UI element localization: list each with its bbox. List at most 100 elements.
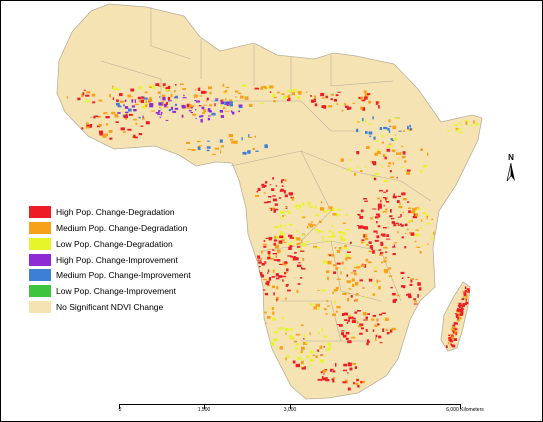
ndvi-patch — [201, 106, 205, 110]
ndvi-patch — [234, 140, 238, 144]
ndvi-patch — [329, 369, 333, 372]
ndvi-patch — [131, 99, 134, 103]
ndvi-patch — [379, 342, 383, 344]
ndvi-patch — [264, 145, 268, 149]
ndvi-patch — [314, 229, 319, 231]
ndvi-patch — [174, 89, 176, 93]
ndvi-patch — [383, 259, 387, 263]
ndvi-patch — [281, 185, 284, 187]
ndvi-patch — [99, 133, 104, 136]
ndvi-patch — [306, 91, 308, 93]
ndvi-patch — [332, 213, 337, 216]
ndvi-patch — [85, 126, 90, 129]
ndvi-patch — [360, 264, 365, 267]
ndvi-patch — [351, 278, 355, 282]
ndvi-patch — [386, 148, 391, 152]
ndvi-patch — [288, 242, 292, 246]
ndvi-patch — [301, 360, 304, 365]
ndvi-patch — [327, 342, 331, 346]
ndvi-patch — [364, 264, 367, 268]
ndvi-patch — [366, 342, 369, 346]
ndvi-patch — [272, 195, 276, 197]
ndvi-patch — [383, 179, 388, 183]
ndvi-patch — [340, 271, 342, 275]
ndvi-patch — [453, 338, 457, 341]
ndvi-patch — [321, 328, 323, 332]
ndvi-patch — [197, 87, 201, 91]
ndvi-patch — [221, 99, 225, 101]
ndvi-patch — [266, 282, 270, 286]
ndvi-patch — [374, 140, 379, 142]
ndvi-patch — [285, 332, 287, 335]
ndvi-patch — [285, 207, 287, 209]
ndvi-patch — [108, 130, 113, 133]
ndvi-patch — [321, 355, 326, 357]
ndvi-patch — [260, 274, 264, 278]
ndvi-patch — [336, 305, 341, 309]
ndvi-patch — [161, 102, 163, 104]
ndvi-patch — [467, 289, 470, 293]
ndvi-patch — [470, 124, 473, 127]
ndvi-patch — [225, 90, 228, 92]
ndvi-patch — [263, 240, 266, 242]
ndvi-patch — [317, 378, 321, 381]
ndvi-patch — [119, 93, 123, 97]
ndvi-patch — [191, 149, 196, 151]
ndvi-patch — [77, 97, 81, 101]
ndvi-patch — [376, 232, 378, 234]
ndvi-patch — [244, 96, 249, 100]
ndvi-patch — [279, 346, 283, 350]
ndvi-patch — [448, 334, 451, 337]
ndvi-patch — [391, 221, 395, 224]
ndvi-patch — [347, 320, 350, 322]
madagascar-patches — [446, 286, 470, 349]
ndvi-patch — [295, 343, 300, 346]
ndvi-patch — [397, 200, 400, 204]
ndvi-patch — [297, 96, 301, 100]
ndvi-patch — [282, 261, 284, 265]
legend-swatch — [29, 285, 51, 297]
ndvi-patch — [103, 112, 106, 115]
ndvi-patch — [352, 102, 355, 104]
ndvi-patch — [359, 279, 363, 282]
ndvi-patch — [360, 96, 364, 100]
ndvi-patch — [318, 307, 321, 309]
ndvi-patch — [144, 102, 148, 105]
ndvi-patch — [407, 293, 412, 296]
ndvi-patch — [317, 230, 321, 233]
ndvi-patch — [98, 123, 102, 127]
ndvi-patch — [356, 378, 359, 382]
ndvi-patch — [383, 246, 388, 249]
ndvi-patch — [327, 236, 333, 238]
ndvi-patch — [401, 192, 406, 196]
ndvi-patch — [112, 85, 114, 89]
ndvi-patch — [400, 224, 404, 227]
ndvi-patch — [393, 223, 396, 227]
ndvi-patch — [465, 121, 468, 125]
ndvi-patch — [224, 101, 228, 105]
ndvi-patch — [334, 247, 337, 249]
ndvi-patch — [263, 192, 266, 194]
ndvi-patch — [274, 244, 279, 249]
ndvi-change-patches — [66, 83, 479, 391]
ndvi-patch — [296, 208, 299, 210]
ndvi-patch — [273, 239, 278, 242]
ndvi-patch — [289, 255, 294, 258]
ndvi-patch — [427, 152, 429, 156]
ndvi-patch — [327, 260, 332, 265]
ndvi-patch — [459, 131, 462, 134]
ndvi-patch — [261, 186, 266, 188]
ndvi-patch — [407, 276, 410, 279]
ndvi-patch — [372, 314, 377, 317]
ndvi-patch — [309, 224, 314, 228]
ndvi-patch — [283, 96, 287, 99]
ndvi-patch — [292, 241, 295, 243]
ndvi-patch — [398, 158, 400, 161]
ndvi-patch — [198, 145, 202, 147]
ndvi-patch — [376, 221, 378, 224]
ndvi-patch — [267, 342, 270, 346]
ndvi-patch — [361, 327, 364, 330]
ndvi-patch — [282, 215, 284, 217]
ndvi-patch — [414, 300, 417, 303]
ndvi-patch — [279, 235, 284, 239]
